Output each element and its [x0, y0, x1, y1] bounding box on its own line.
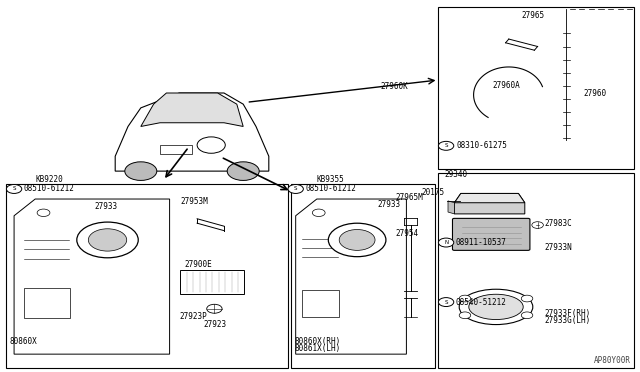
- Text: 80861X(LH): 80861X(LH): [294, 344, 340, 353]
- Text: 29340: 29340: [444, 170, 467, 179]
- Text: S: S: [444, 143, 448, 148]
- Circle shape: [197, 137, 225, 153]
- Text: 20175: 20175: [421, 188, 444, 197]
- Text: 27933: 27933: [378, 200, 401, 209]
- Circle shape: [460, 295, 471, 302]
- Polygon shape: [296, 199, 406, 354]
- Text: 27983C: 27983C: [545, 219, 572, 228]
- Ellipse shape: [468, 294, 524, 320]
- Polygon shape: [454, 193, 525, 214]
- Bar: [180, 270, 244, 294]
- Circle shape: [521, 295, 532, 302]
- Bar: [24, 288, 70, 318]
- Text: 08510-61212: 08510-61212: [24, 185, 74, 193]
- Text: 27954: 27954: [396, 229, 419, 238]
- Text: 27960A: 27960A: [493, 81, 520, 90]
- Text: S: S: [444, 299, 448, 305]
- Bar: [6, 184, 288, 368]
- Text: 08540-51212: 08540-51212: [456, 298, 506, 307]
- Bar: [438, 7, 634, 169]
- Bar: [291, 184, 435, 368]
- Circle shape: [438, 238, 454, 247]
- Bar: [160, 145, 192, 154]
- Text: 27960K: 27960K: [381, 82, 408, 91]
- Text: 27953M: 27953M: [180, 197, 208, 206]
- Text: 80860X(RH): 80860X(RH): [294, 337, 340, 346]
- Text: 27900E: 27900E: [184, 260, 212, 269]
- Circle shape: [438, 298, 454, 307]
- Text: S: S: [12, 186, 16, 192]
- Text: AP80Y00R: AP80Y00R: [593, 356, 630, 365]
- Text: 27923P: 27923P: [179, 312, 207, 321]
- Text: 27965M: 27965M: [396, 193, 423, 202]
- Text: 27933N: 27933N: [545, 243, 572, 252]
- Circle shape: [532, 222, 543, 228]
- Circle shape: [438, 141, 454, 150]
- Text: 08911-10537: 08911-10537: [456, 238, 506, 247]
- Circle shape: [328, 223, 386, 257]
- Text: 27965: 27965: [522, 11, 545, 20]
- Circle shape: [37, 209, 50, 217]
- Text: 27933F(RH): 27933F(RH): [545, 309, 591, 318]
- Text: 27933G(LH): 27933G(LH): [545, 316, 591, 325]
- Circle shape: [288, 185, 303, 193]
- Text: 27923: 27923: [204, 320, 227, 329]
- Circle shape: [77, 222, 138, 258]
- Text: KB9220: KB9220: [35, 175, 63, 184]
- Text: 08310-61275: 08310-61275: [456, 141, 507, 150]
- Circle shape: [339, 230, 375, 250]
- Circle shape: [460, 312, 471, 318]
- Polygon shape: [454, 193, 525, 203]
- Text: 27960: 27960: [584, 89, 607, 98]
- Text: 08510-61212: 08510-61212: [305, 185, 356, 193]
- Text: 80860X: 80860X: [10, 337, 37, 346]
- Circle shape: [207, 304, 222, 313]
- Text: 27933: 27933: [95, 202, 118, 211]
- Text: N: N: [444, 240, 448, 245]
- Text: KB9355: KB9355: [317, 175, 344, 184]
- Polygon shape: [448, 201, 454, 214]
- Circle shape: [88, 229, 127, 251]
- Circle shape: [312, 209, 325, 217]
- Circle shape: [521, 312, 532, 318]
- Polygon shape: [14, 199, 170, 354]
- Bar: [302, 290, 339, 317]
- Bar: [438, 173, 634, 368]
- Circle shape: [125, 162, 157, 180]
- Polygon shape: [115, 93, 269, 171]
- Ellipse shape: [460, 289, 532, 324]
- FancyBboxPatch shape: [452, 218, 530, 250]
- Text: S: S: [294, 186, 298, 192]
- Circle shape: [6, 185, 22, 193]
- Circle shape: [227, 162, 259, 180]
- Polygon shape: [141, 93, 243, 126]
